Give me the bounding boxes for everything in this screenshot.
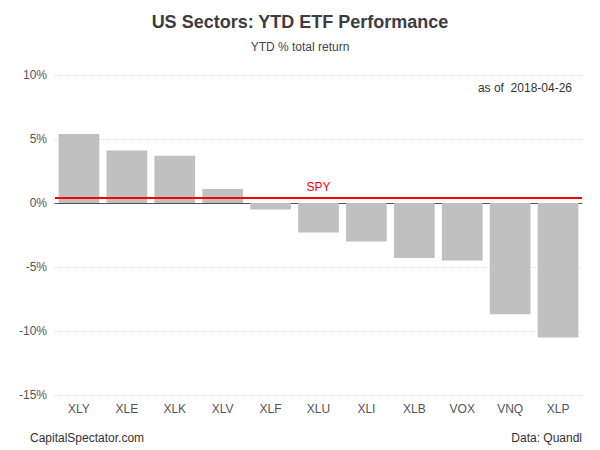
svg-text:VOX: VOX — [450, 402, 475, 416]
svg-text:XLV: XLV — [212, 402, 234, 416]
svg-text:as of 2018-04-26: as of 2018-04-26 — [478, 81, 572, 95]
svg-text:10%: 10% — [23, 68, 47, 82]
svg-text:-10%: -10% — [19, 324, 47, 338]
svg-text:XLE: XLE — [116, 402, 139, 416]
svg-text:XLP: XLP — [547, 402, 570, 416]
svg-text:CapitalSpectator.com: CapitalSpectator.com — [30, 431, 144, 445]
svg-text:XLI: XLI — [357, 402, 375, 416]
svg-text:0%: 0% — [30, 196, 48, 210]
svg-text:VNQ: VNQ — [497, 402, 523, 416]
svg-text:-15%: -15% — [19, 388, 47, 402]
svg-text:US Sectors: YTD ETF Performanc: US Sectors: YTD ETF Performance — [152, 12, 449, 32]
svg-text:XLU: XLU — [307, 402, 330, 416]
svg-text:YTD % total return: YTD % total return — [251, 40, 350, 54]
svg-text:XLK: XLK — [163, 402, 186, 416]
svg-text:-5%: -5% — [26, 260, 48, 274]
svg-text:XLF: XLF — [260, 402, 282, 416]
svg-text:Data: Quandl: Data: Quandl — [511, 431, 582, 445]
svg-text:XLY: XLY — [68, 402, 90, 416]
svg-text:5%: 5% — [30, 132, 48, 146]
svg-text:XLB: XLB — [403, 402, 426, 416]
svg-text:SPY: SPY — [306, 180, 330, 194]
